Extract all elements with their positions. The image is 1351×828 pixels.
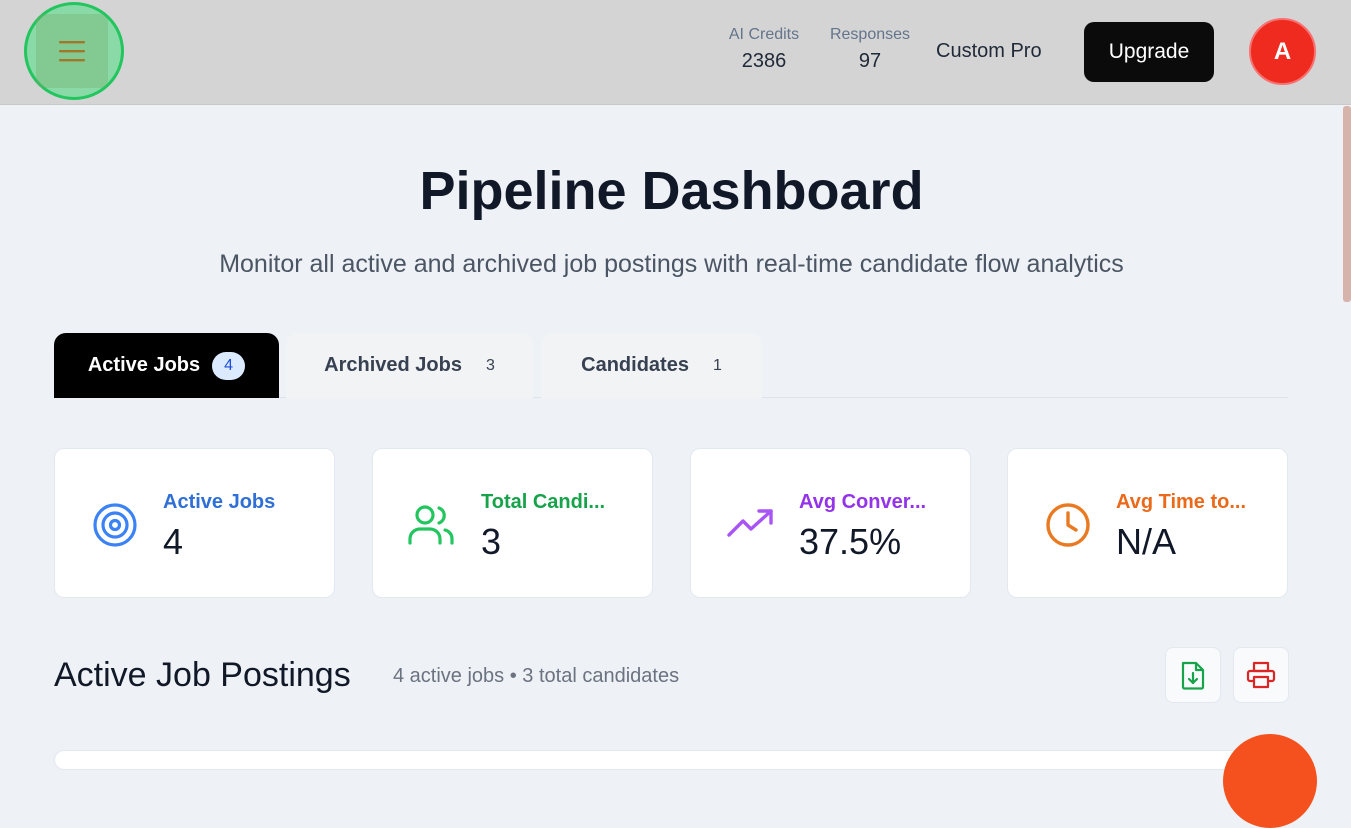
card-value: N/A [1116, 521, 1177, 562]
export-button[interactable] [1165, 647, 1221, 703]
print-button[interactable] [1233, 647, 1289, 703]
tab-count-badge: 3 [485, 356, 495, 374]
tab-active-jobs[interactable]: Active Jobs 4 [54, 333, 279, 398]
card-value: 4 [163, 521, 184, 562]
card-value: 37.5% [799, 521, 902, 562]
section-meta: 4 active jobs • 3 total candidates [393, 665, 680, 687]
stat-card-avg-conversion: Avg Conver... 37.5% [690, 448, 971, 598]
top-bar: AI Credits 2386 Responses 97 Custom Pro … [0, 0, 1351, 105]
menu-button[interactable] [36, 14, 108, 88]
responses-label: Responses [829, 26, 911, 43]
page-subtitle: Monitor all active and archived job post… [219, 250, 1124, 278]
card-value: 3 [481, 521, 502, 562]
ai-credits-label: AI Credits [728, 26, 800, 43]
ai-credits-stat: AI Credits 2386 [722, 26, 806, 73]
tab-archived-jobs[interactable]: Archived Jobs 3 [286, 333, 533, 398]
tab-candidates[interactable]: Candidates 1 [541, 333, 762, 398]
stat-card-total-candidates: Total Candi... 3 [372, 448, 653, 598]
card-label: Avg Time to... [1116, 491, 1247, 513]
job-posting-card[interactable] [54, 750, 1288, 770]
page-title: Pipeline Dashboard [419, 161, 924, 221]
ai-credits-value: 2386 [741, 50, 787, 72]
card-label: Total Candi... [481, 491, 606, 513]
stat-card-avg-time: Avg Time to... N/A [1007, 448, 1288, 598]
section-title: Active Job Postings [54, 656, 351, 694]
tab-label: Archived Jobs [324, 354, 462, 376]
avatar[interactable]: A [1249, 18, 1316, 85]
plan-name: Custom Pro [936, 40, 1042, 62]
target-icon [93, 503, 137, 547]
file-download-icon [1181, 661, 1205, 690]
hamburger-icon [59, 41, 85, 62]
card-label: Active Jobs [163, 491, 276, 513]
scrollbar-track[interactable] [1341, 105, 1351, 755]
users-icon [408, 505, 454, 545]
clock-icon [1046, 503, 1090, 547]
tab-label: Candidates [581, 354, 689, 376]
stat-card-active-jobs: Active Jobs 4 [54, 448, 335, 598]
menu-highlight [24, 2, 124, 100]
tab-count-badge: 1 [712, 356, 722, 374]
tab-label: Active Jobs [87, 354, 201, 376]
upgrade-button[interactable]: Upgrade [1084, 22, 1214, 82]
printer-icon [1246, 661, 1276, 689]
responses-stat: Responses 97 [826, 26, 914, 73]
tab-count-badge: 4 [212, 351, 246, 380]
card-label: Avg Conver... [799, 491, 927, 513]
floating-action-button[interactable] [1223, 734, 1317, 828]
responses-value: 97 [858, 50, 882, 72]
trending-up-icon [727, 509, 773, 537]
scrollbar-thumb[interactable] [1343, 106, 1351, 302]
